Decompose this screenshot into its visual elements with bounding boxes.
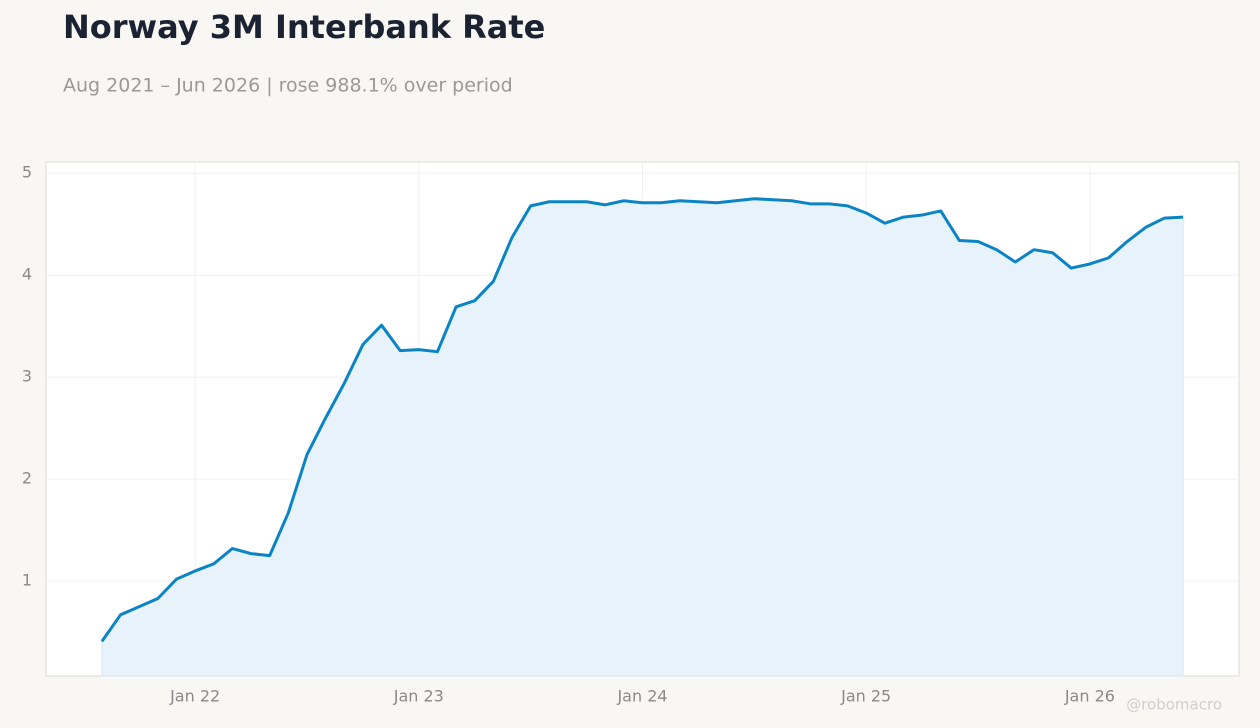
x-tick-label: Jan 22 <box>169 687 220 706</box>
chart-title: Norway 3M Interbank Rate <box>63 8 545 46</box>
x-tick-label: Jan 24 <box>616 687 667 706</box>
watermark: @robomacro <box>1126 696 1222 714</box>
x-tick-label: Jan 26 <box>1064 687 1115 706</box>
x-tick-label: Jan 23 <box>393 687 444 706</box>
y-tick-label: 5 <box>22 163 32 182</box>
y-tick-label: 2 <box>22 469 32 488</box>
y-tick-label: 1 <box>22 571 32 590</box>
chart-subtitle: Aug 2021 – Jun 2026 | rose 988.1% over p… <box>63 75 513 97</box>
x-tick-label: Jan 25 <box>840 687 891 706</box>
line <box>100 197 1184 643</box>
y-tick-label: 4 <box>22 265 32 284</box>
y-tick-label: 3 <box>22 367 32 386</box>
